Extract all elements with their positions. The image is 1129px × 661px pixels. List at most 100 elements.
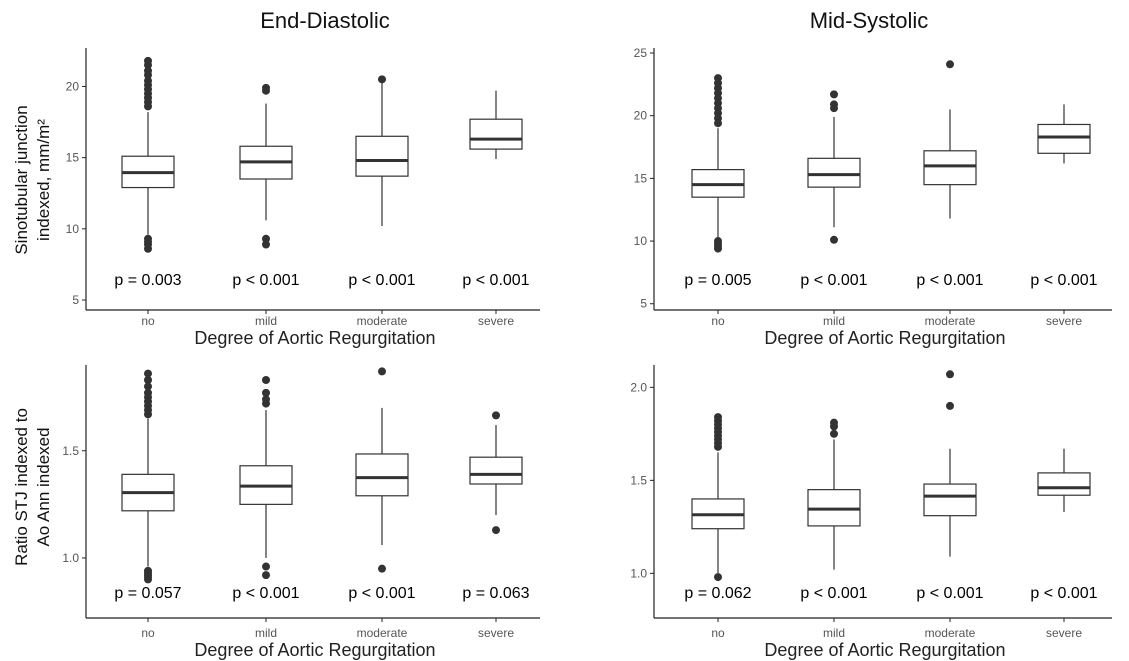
y-tick-label: 1.0 — [630, 566, 647, 580]
ylabel-top-line-2: indexed, mm/m² — [34, 119, 53, 241]
box-iqr — [923, 483, 977, 517]
outlier-point — [262, 376, 270, 385]
y-tick-label: 15 — [66, 151, 80, 165]
p-value-label: p = 0.005 — [684, 272, 751, 289]
p-value-label: p < 0.001 — [348, 272, 415, 289]
outlier-point — [262, 399, 270, 408]
x-axis-title: Degree of Aortic Regurgitation — [764, 328, 1005, 348]
outlier-point — [144, 376, 152, 385]
column-title-mid-systolic: Mid-Systolic — [810, 8, 929, 33]
outlier-point — [946, 401, 954, 410]
box-iqr — [1037, 472, 1091, 496]
outlier-point — [378, 564, 386, 573]
outlier-point — [830, 104, 838, 113]
x-axis-title: Degree of Aortic Regurgitation — [194, 328, 435, 348]
ylabel-bottom-line-1: Ratio STJ indexed to — [12, 408, 31, 566]
y-tick-label: 5 — [640, 297, 647, 311]
x-tick-label: mild — [255, 626, 277, 640]
outlier-point — [144, 71, 152, 80]
outlier-point — [144, 410, 152, 419]
p-value-label: p < 0.001 — [232, 585, 299, 602]
y-tick-label: 25 — [634, 46, 648, 60]
y-tick-label: 20 — [66, 79, 80, 93]
outlier-point — [714, 244, 722, 253]
outlier-point — [262, 240, 270, 249]
outlier-point — [144, 244, 152, 253]
y-tick-label: 1.5 — [62, 444, 79, 458]
outlier-point — [144, 61, 152, 70]
x-axis-title: Degree of Aortic Regurgitation — [194, 640, 435, 660]
outlier-point — [144, 382, 152, 391]
y-tick-label: 2.0 — [630, 380, 647, 394]
p-value-label: p < 0.001 — [916, 272, 983, 289]
outlier-point — [830, 90, 838, 99]
outlier-point — [378, 367, 386, 376]
y-tick-label: 15 — [634, 171, 648, 185]
outlier-point — [830, 235, 838, 244]
panel-bottom-left: 1.0 1.5 no p = 0.057 mild p < 0.001 moderate p … — [62, 365, 540, 660]
x-tick-label: no — [141, 314, 155, 328]
y-tick-label: 5 — [72, 293, 79, 307]
outlier-point — [714, 573, 722, 582]
p-value-label: p = 0.063 — [462, 585, 529, 602]
outlier-point — [144, 575, 152, 584]
outlier-point — [262, 388, 270, 397]
ylabel-top-line-1: Sinotubular junction — [12, 105, 31, 254]
outlier-point — [714, 119, 722, 128]
y-tick-label: 20 — [634, 109, 648, 123]
x-tick-label: mild — [823, 626, 845, 640]
p-value-label: p < 0.001 — [348, 585, 415, 602]
outlier-point — [830, 429, 838, 438]
outlier-point — [378, 75, 386, 84]
outlier-point — [830, 422, 838, 431]
panel-top-left: 5 10 15 20 no p = 0.003 mild p < 0.001 moderate p… — [66, 48, 540, 348]
y-tick-label: 10 — [66, 222, 80, 236]
p-value-label: p < 0.001 — [916, 585, 983, 602]
x-tick-label: mild — [255, 314, 277, 328]
x-tick-label: no — [711, 626, 725, 640]
p-value-label: p < 0.001 — [1030, 585, 1097, 602]
outlier-point — [262, 234, 270, 243]
x-tick-label: severe — [1046, 626, 1082, 640]
p-value-label: p = 0.003 — [114, 272, 181, 289]
x-tick-label: moderate — [925, 314, 976, 328]
x-tick-label: moderate — [357, 314, 408, 328]
x-tick-label: moderate — [357, 626, 408, 640]
panel-top-right: 5 10 15 20 25 no p = 0.005 mild p < 0.001 moderat… — [634, 46, 1112, 348]
outlier-point — [262, 562, 270, 571]
p-value-label: p < 0.001 — [232, 272, 299, 289]
x-tick-label: mild — [823, 314, 845, 328]
x-tick-label: severe — [478, 626, 514, 640]
outlier-point — [946, 370, 954, 379]
x-tick-label: moderate — [925, 626, 976, 640]
y-tick-label: 10 — [634, 234, 648, 248]
x-tick-label: severe — [1046, 314, 1082, 328]
box-iqr — [469, 118, 523, 150]
outlier-point — [262, 571, 270, 580]
p-value-label: p < 0.001 — [800, 585, 867, 602]
box-iqr — [469, 456, 523, 485]
outlier-point — [714, 442, 722, 451]
p-value-label: p < 0.001 — [800, 272, 867, 289]
box-iqr — [807, 157, 861, 188]
panel-bottom-right: 1.0 1.5 2.0 no p = 0.062 mild p < 0.001 moderat… — [630, 365, 1112, 660]
box-iqr — [355, 135, 409, 177]
y-tick-label: 1.5 — [630, 473, 647, 487]
p-value-label: p = 0.057 — [114, 585, 181, 602]
p-value-label: p < 0.001 — [1030, 272, 1097, 289]
outlier-point — [144, 102, 152, 111]
y-tick-label: 1.0 — [62, 551, 79, 565]
outlier-point — [144, 369, 152, 378]
outlier-point — [262, 86, 270, 95]
ylabel-bottom-line-2: Ao Ann indexed — [34, 427, 53, 546]
outlier-point — [492, 411, 500, 420]
x-tick-label: no — [141, 626, 155, 640]
box-iqr — [923, 150, 977, 186]
x-tick-label: no — [711, 314, 725, 328]
outlier-point — [492, 526, 500, 535]
p-value-label: p = 0.062 — [684, 585, 751, 602]
column-title-end-diastolic: End-Diastolic — [260, 8, 390, 33]
outlier-point — [946, 60, 954, 69]
